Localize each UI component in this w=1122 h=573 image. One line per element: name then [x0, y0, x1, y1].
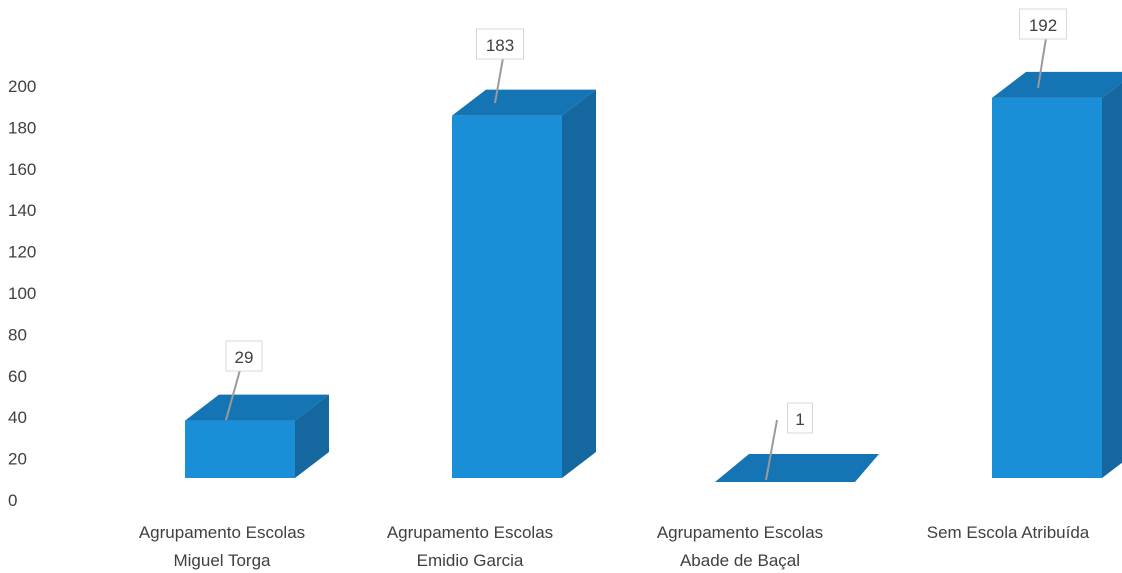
data-label: 192: [1029, 16, 1057, 35]
bar-front: [452, 115, 562, 478]
data-label-box: [225, 340, 263, 372]
x-category-label: Agrupamento Escolas Emidio Garcia: [387, 523, 553, 570]
data-label-box: [1019, 8, 1067, 40]
bar-top: [452, 89, 596, 116]
data-label-leader: [494, 57, 504, 104]
y-tick-label: 200: [8, 77, 36, 96]
y-tick-label: 180: [8, 118, 36, 137]
data-label-box: [476, 28, 524, 60]
x-category-label: Agrupamento Escolas Abade de Baçal: [657, 523, 823, 570]
bar-top: [715, 454, 879, 482]
bar-2: 183: [452, 28, 596, 478]
y-tick-label: 0: [8, 491, 17, 510]
y-tick-label: 120: [8, 243, 36, 262]
y-tick-label: 100: [8, 284, 36, 303]
y-tick-label: 20: [8, 450, 27, 469]
y-tick-label: 160: [8, 160, 36, 179]
y-tick-label: 40: [8, 408, 27, 427]
bar-front: [185, 420, 295, 478]
data-label: 1: [795, 410, 804, 429]
x-category-label: Sem Escola Atribuída: [927, 523, 1090, 542]
data-label: 183: [486, 36, 514, 55]
data-label-leader: [765, 419, 778, 481]
bar-3: 1: [715, 402, 879, 482]
bar-side: [562, 89, 596, 478]
bar-top: [992, 71, 1122, 98]
bar-front: [992, 97, 1102, 479]
y-tick-label: 140: [8, 201, 36, 220]
bar-side: [295, 394, 329, 478]
bar-1: 29: [185, 340, 329, 478]
bar-top: [185, 394, 329, 421]
data-label-leader: [1037, 37, 1047, 89]
x-category-label: Agrupamento Escolas Miguel Torga: [139, 523, 305, 570]
data-label-box: [787, 402, 813, 434]
bar-side: [1102, 82, 1122, 478]
data-label: 29: [235, 348, 254, 367]
y-tick-label: 80: [8, 325, 27, 344]
bar-4: 192: [992, 8, 1122, 479]
y-tick-label: 60: [8, 367, 27, 386]
data-label-leader: [225, 369, 241, 421]
